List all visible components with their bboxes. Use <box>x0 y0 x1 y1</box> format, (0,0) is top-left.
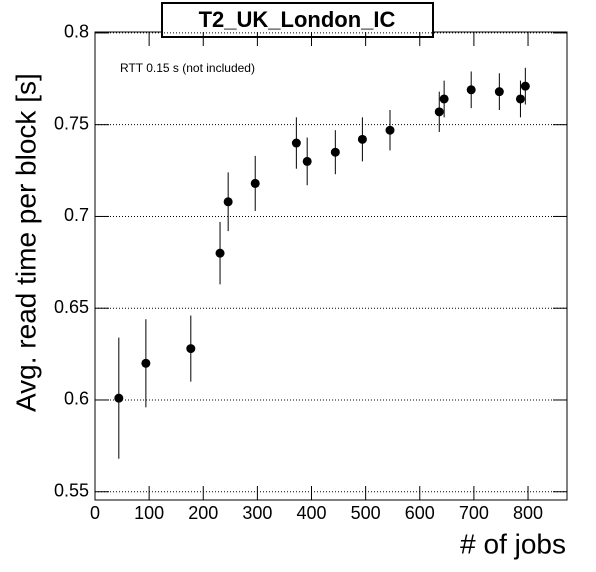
data-point <box>330 147 340 157</box>
data-point <box>215 248 225 258</box>
data-point <box>515 94 525 104</box>
x-tick-label: 400 <box>296 503 326 523</box>
data-point <box>357 134 367 144</box>
data-point <box>439 94 449 104</box>
data-point <box>494 87 504 97</box>
x-tick-label: 100 <box>134 503 164 523</box>
x-tick-label: 300 <box>242 503 272 523</box>
data-point <box>250 178 260 188</box>
x-tick-label: 700 <box>459 503 489 523</box>
data-point <box>291 138 301 148</box>
y-tick-label: 0.8 <box>64 22 89 42</box>
data-point <box>141 358 151 368</box>
x-axis-label: # of jobs <box>460 528 566 559</box>
y-tick-label: 0.75 <box>54 113 89 133</box>
x-tick-label: 200 <box>188 503 218 523</box>
annotation: RTT 0.15 s (not included) <box>120 61 255 75</box>
chart-title: T2_UK_London_IC <box>199 7 396 32</box>
x-tick-label: 800 <box>513 503 543 523</box>
data-point <box>114 393 124 403</box>
x-tick-label: 600 <box>405 503 435 523</box>
plot-frame <box>94 31 568 501</box>
y-tick-label: 0.6 <box>64 389 89 409</box>
data-point <box>520 81 530 91</box>
y-axis-label: Avg. read time per block [s] <box>10 73 41 412</box>
data-point <box>385 125 395 135</box>
y-tick-label: 0.7 <box>64 205 89 225</box>
title-box <box>161 2 434 38</box>
data-point <box>466 85 476 95</box>
data-point <box>186 344 196 354</box>
data-point <box>434 107 444 117</box>
y-tick-label: 0.55 <box>54 480 89 500</box>
y-tick-label: 0.65 <box>54 297 89 317</box>
x-tick-label: 0 <box>90 503 100 523</box>
data-point <box>223 197 233 207</box>
data-point <box>302 156 312 166</box>
x-tick-label: 500 <box>351 503 381 523</box>
